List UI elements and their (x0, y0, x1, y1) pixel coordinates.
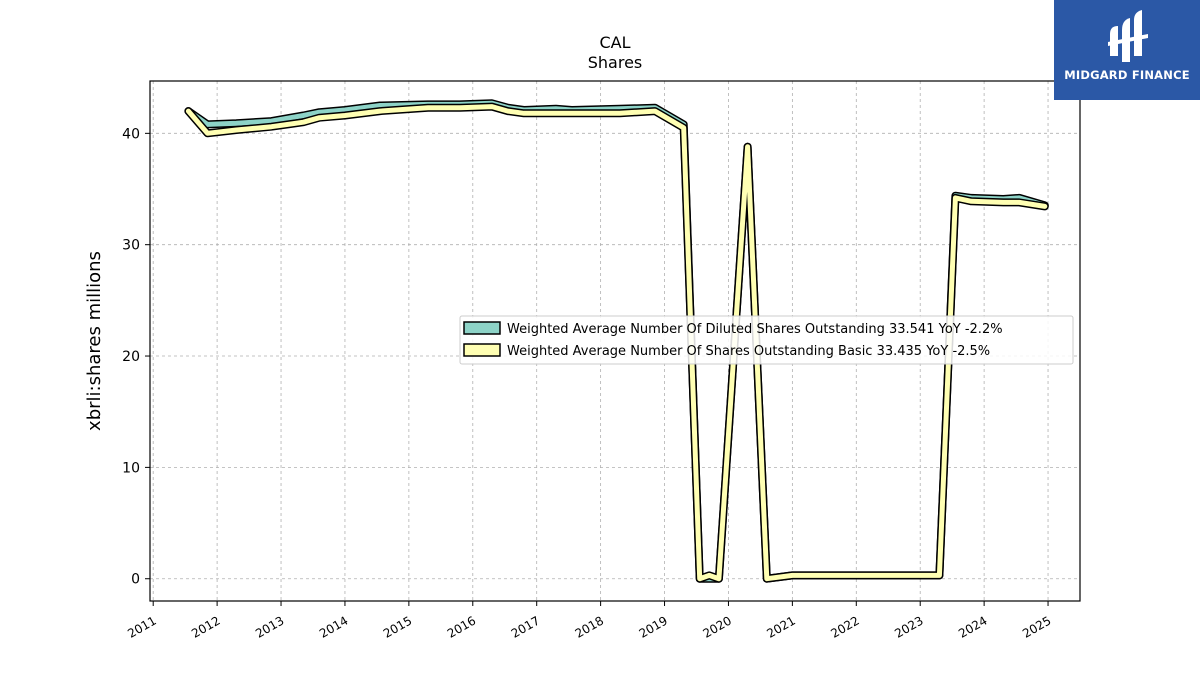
y-tick-label: 10 (122, 460, 140, 476)
brand-name: MIDGARD FINANCE (1064, 68, 1190, 82)
x-tick-label: 2017 (509, 613, 542, 640)
midgard-logo-icon (1108, 10, 1148, 62)
y-axis: 0 10 20 30 40 (122, 126, 150, 588)
brand-logo: MIDGARD FINANCE (1054, 0, 1200, 100)
x-tick-label: 2016 (445, 613, 478, 640)
legend-swatch-basic (463, 343, 501, 357)
x-tick-label: 2025 (1020, 613, 1053, 640)
x-tick-label: 2020 (700, 613, 733, 640)
x-axis: 2011 2012 2013 2014 2015 2016 2017 2018 2019 2020… (125, 601, 1054, 641)
x-tick-label: 2022 (828, 613, 861, 640)
series-line (185, 104, 1048, 582)
legend-label-basic: Weighted Average Number Of Shares Outsta… (507, 344, 990, 359)
y-tick-label: 20 (122, 349, 140, 365)
x-tick-label: 2018 (573, 613, 606, 640)
x-tick-label: 2021 (764, 613, 797, 640)
plot-frame (149, 80, 1081, 602)
chart-title: CAL (599, 33, 630, 52)
chart-subtitle: Shares (588, 53, 643, 72)
y-tick-label: 40 (122, 126, 140, 142)
legend-swatch-diluted (463, 321, 501, 335)
x-tick-label: 2015 (381, 613, 414, 640)
legend-label-diluted: Weighted Average Number Of Diluted Share… (507, 322, 1003, 337)
x-tick-label: 2023 (892, 613, 925, 640)
x-tick-label: 2019 (637, 613, 670, 640)
x-tick-label: 2011 (125, 613, 158, 640)
legend-box (459, 315, 1074, 365)
x-tick-label: 2013 (253, 613, 286, 640)
x-tick-label: 2014 (317, 613, 350, 640)
y-tick-label: 0 (131, 572, 140, 588)
x-tick-label: 2012 (189, 613, 222, 640)
x-tick-label: 2024 (956, 613, 989, 640)
y-axis-label: xbrli:shares millions (84, 251, 105, 431)
series-group (184, 99, 1049, 583)
legend: Weighted Average Number Of Diluted Share… (459, 315, 1074, 365)
y-tick-label: 30 (122, 238, 140, 254)
